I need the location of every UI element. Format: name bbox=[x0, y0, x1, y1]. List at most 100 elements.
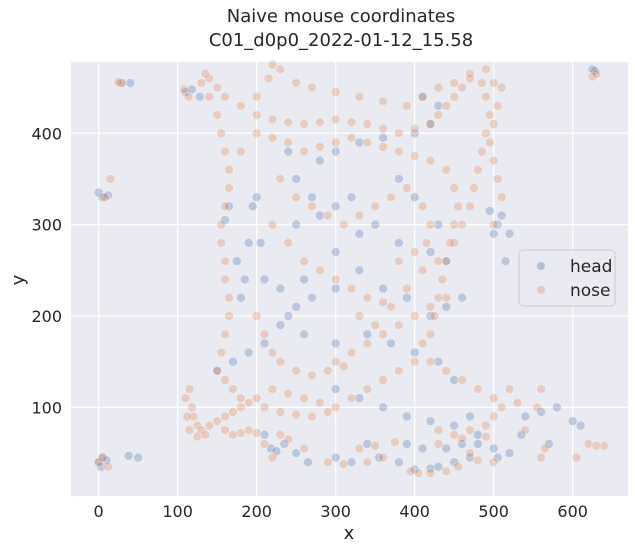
scatter-point-nose bbox=[291, 78, 301, 88]
scatter-point-nose bbox=[425, 155, 436, 166]
scatter-point-nose bbox=[291, 409, 301, 420]
scatter-point-head bbox=[386, 338, 396, 349]
scatter-point-nose bbox=[362, 457, 373, 467]
scatter-point-nose bbox=[330, 356, 341, 367]
scatter-point-nose bbox=[299, 393, 309, 404]
x-tick-label: 400 bbox=[399, 502, 430, 521]
scatter-point-nose bbox=[409, 151, 420, 161]
scatter-point-head bbox=[259, 274, 270, 285]
scatter-point-head bbox=[433, 219, 444, 230]
y-tick-label: 400 bbox=[31, 124, 62, 143]
scatter-point-nose bbox=[354, 91, 365, 102]
scatter-point-head bbox=[425, 247, 436, 257]
scatter-point-nose bbox=[251, 311, 262, 321]
scatter-point-nose bbox=[480, 64, 491, 75]
scatter-point-nose bbox=[224, 292, 234, 303]
scatter-point-head bbox=[504, 448, 515, 458]
scatter-point-head bbox=[97, 192, 108, 203]
scatter-point-nose bbox=[520, 425, 531, 436]
scatter-point-nose bbox=[492, 101, 503, 111]
scatter-point-nose bbox=[496, 82, 507, 93]
scatter-point-nose bbox=[488, 78, 499, 88]
scatter-point-nose bbox=[417, 265, 428, 276]
scatter-point-nose bbox=[484, 137, 495, 148]
scatter-point-head bbox=[251, 192, 262, 203]
scatter-point-head bbox=[330, 283, 341, 294]
scatter-point-nose bbox=[409, 311, 420, 321]
scatter-point-nose bbox=[488, 155, 499, 166]
scatter-point-nose bbox=[346, 133, 357, 143]
scatter-point-nose bbox=[409, 247, 420, 257]
scatter-point-nose bbox=[346, 117, 357, 128]
scatter-point-head bbox=[243, 347, 254, 358]
x-axis-label: x bbox=[344, 523, 355, 544]
scatter-point-nose bbox=[315, 398, 325, 408]
scatter-point-head bbox=[500, 256, 511, 266]
scatter-point-nose bbox=[307, 370, 317, 381]
scatter-point-head bbox=[425, 416, 436, 426]
scatter-point-nose bbox=[220, 425, 230, 436]
scatter-point-nose bbox=[536, 452, 546, 463]
scatter-point-nose bbox=[480, 420, 491, 431]
scatter-point-nose bbox=[413, 468, 424, 478]
scatter-point-nose bbox=[394, 146, 404, 157]
scatter-point-nose bbox=[216, 128, 226, 139]
scatter-point-nose bbox=[354, 210, 365, 221]
scatter-point-head bbox=[259, 429, 270, 440]
scatter-point-nose bbox=[236, 393, 246, 404]
scatter-point-head bbox=[488, 228, 499, 239]
scatter-point-head bbox=[228, 356, 238, 367]
scatter-point-nose bbox=[192, 431, 203, 442]
scatter-point-nose bbox=[267, 114, 278, 125]
scatter-point-nose bbox=[204, 420, 215, 431]
scatter-point-nose bbox=[330, 274, 341, 285]
scatter-point-nose bbox=[315, 117, 325, 128]
scatter-point-nose bbox=[473, 165, 483, 175]
scatter-point-nose bbox=[409, 356, 420, 367]
scatter-point-head bbox=[441, 302, 452, 312]
y-tick-label: 200 bbox=[31, 307, 62, 326]
scatter-point-nose bbox=[362, 137, 373, 148]
scatter-point-nose bbox=[484, 110, 495, 120]
y-axis-ticks: 100 200 300 400 bbox=[31, 124, 62, 417]
scatter-point-nose bbox=[425, 119, 436, 129]
scatter-point-nose bbox=[378, 375, 388, 385]
chart-title: Naive mouse coordinates bbox=[227, 6, 455, 27]
scatter-point-nose bbox=[354, 311, 365, 321]
scatter-point-nose bbox=[299, 443, 309, 454]
scatter-point-nose bbox=[457, 375, 467, 385]
scatter-point-nose bbox=[346, 347, 357, 358]
scatter-point-nose bbox=[283, 434, 294, 445]
scatter-point-nose bbox=[216, 238, 226, 248]
scatter-point-nose bbox=[105, 174, 116, 184]
scatter-point-head bbox=[103, 190, 113, 201]
scatter-point-nose bbox=[315, 142, 325, 152]
scatter-point-nose bbox=[401, 283, 412, 294]
scatter-point-head bbox=[520, 411, 531, 422]
scatter-point-nose bbox=[445, 238, 456, 248]
scatter-point-nose bbox=[322, 366, 333, 376]
scatter-point-head bbox=[354, 137, 365, 148]
scatter-point-head bbox=[315, 210, 325, 221]
scatter-point-head bbox=[354, 265, 365, 276]
scatter-point-nose bbox=[465, 69, 475, 79]
scatter-point-nose bbox=[113, 77, 124, 87]
scatter-point-nose bbox=[591, 440, 602, 451]
scatter-point-head bbox=[401, 411, 412, 422]
scatter-point-nose bbox=[417, 338, 428, 349]
scatter-point-head bbox=[457, 292, 467, 303]
scatter-point-nose bbox=[394, 256, 404, 266]
scatter-point-head bbox=[346, 192, 357, 203]
scatter-point-nose bbox=[275, 407, 286, 417]
scatter-point-head bbox=[315, 155, 325, 166]
scatter-point-head bbox=[567, 416, 578, 426]
scatter-point-head bbox=[374, 452, 384, 463]
scatter-point-head bbox=[370, 219, 380, 230]
scatter-point-nose bbox=[251, 110, 262, 120]
scatter-point-head bbox=[291, 302, 301, 312]
scatter-point-nose bbox=[536, 384, 546, 394]
scatter-point-nose bbox=[212, 366, 222, 376]
scatter-point-nose bbox=[571, 452, 582, 463]
scatter-point-nose bbox=[429, 311, 440, 321]
scatter-point-head bbox=[303, 457, 313, 467]
